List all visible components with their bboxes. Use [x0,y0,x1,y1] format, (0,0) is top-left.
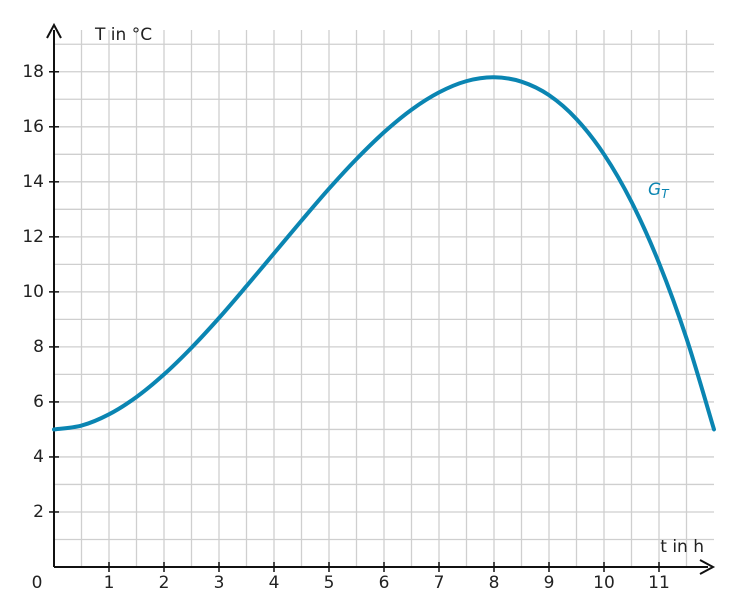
x-axis-arrow [699,559,716,575]
x-tick-label: 7 [434,573,445,593]
y-tick-label: 14 [22,172,44,192]
y-tick-label: 6 [33,392,44,412]
series-label-main: G [648,180,661,200]
series-label: GT [648,180,670,201]
y-tick-label: 4 [33,447,44,467]
y-tick-label: 18 [22,62,44,82]
x-tick-label: 4 [269,573,280,593]
x-tick-label: 0 [32,573,43,593]
x-axis-label: t in h [660,537,704,557]
x-tick-label: 3 [214,573,225,593]
data-line [52,75,716,432]
y-tick-label: 2 [33,502,44,522]
y-tick-label: 16 [22,117,44,137]
x-tick-label: 2 [159,573,170,593]
series-label-subscript: T [661,187,670,201]
y-tick-label: 12 [22,227,44,247]
x-tick-label: 1 [104,573,115,593]
y-axis-label: T in °C [94,25,152,45]
x-tick-label: 8 [489,573,500,593]
y-tick-label: 8 [33,337,44,357]
y-axis-arrow [46,22,62,39]
y-tick-label: 10 [22,282,44,302]
x-tick-label: 10 [593,573,615,593]
x-tick-label: 6 [379,573,390,593]
x-tick-label: 11 [648,573,670,593]
x-tick-label: 5 [324,573,335,593]
x-tick-label: 9 [544,573,555,593]
